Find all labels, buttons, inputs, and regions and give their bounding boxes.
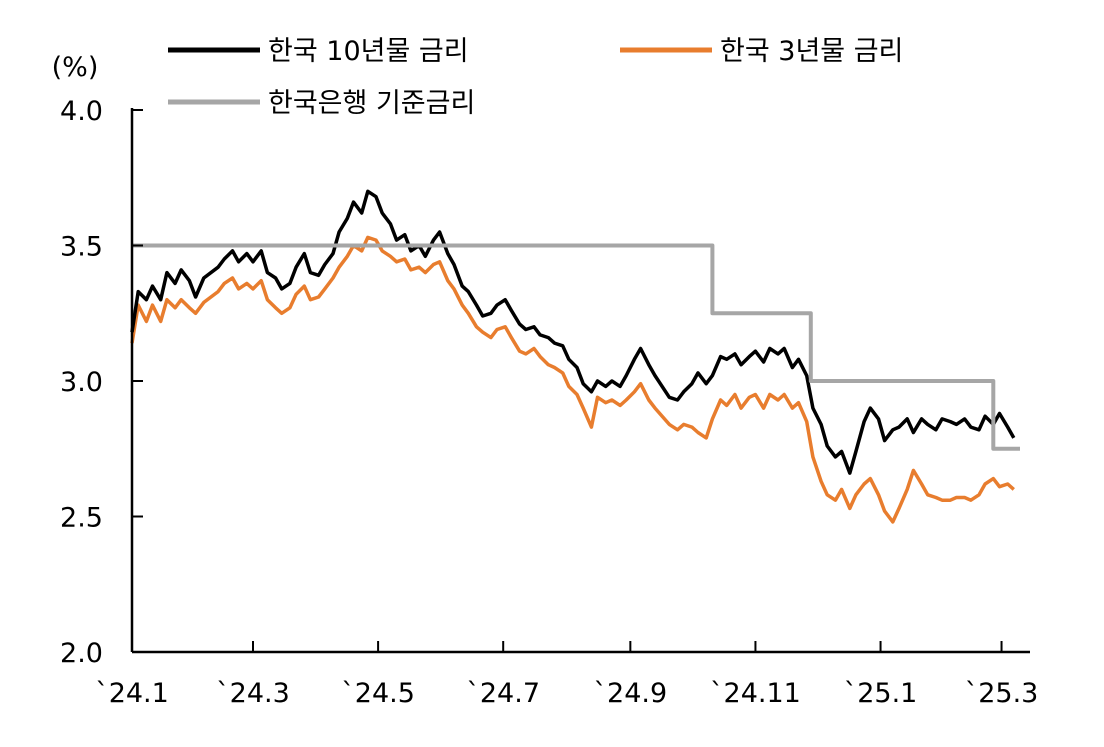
series-line-2	[132, 243, 1020, 451]
y-tick-label: 3.0	[60, 367, 103, 398]
y-tick-label: 2.0	[60, 638, 103, 669]
y-tick-label: 4.0	[60, 96, 103, 127]
legend-label: 한국은행 기준금리	[268, 88, 475, 119]
y-axis-unit-label: (%)	[52, 52, 99, 83]
x-tick-label: `24.5	[341, 678, 415, 709]
y-tick-label: 2.5	[60, 503, 103, 534]
series-line-0	[130, 189, 1016, 475]
x-tick-label: `24.7	[466, 678, 540, 709]
x-tick-label: `24.1	[95, 678, 169, 709]
x-tick-label: `25.3	[965, 678, 1039, 709]
y-tick-label: 3.5	[60, 232, 103, 263]
series-line-1	[130, 235, 1015, 524]
axes: 2.0 2.5 3.0 3.5 4.0 `24.1 `24.3 `24.5 `24.7 `24.9…	[60, 96, 1038, 709]
x-tick-label: `24.9	[594, 678, 668, 709]
legend-label: 한국 10년물 금리	[268, 36, 469, 67]
x-tick-label: `25.1	[844, 678, 918, 709]
series-layer	[130, 189, 1020, 524]
legend-label: 한국 3년물 금리	[720, 36, 903, 67]
x-tick-label: `24.11	[710, 678, 801, 709]
x-tick-label: `24.3	[216, 678, 290, 709]
